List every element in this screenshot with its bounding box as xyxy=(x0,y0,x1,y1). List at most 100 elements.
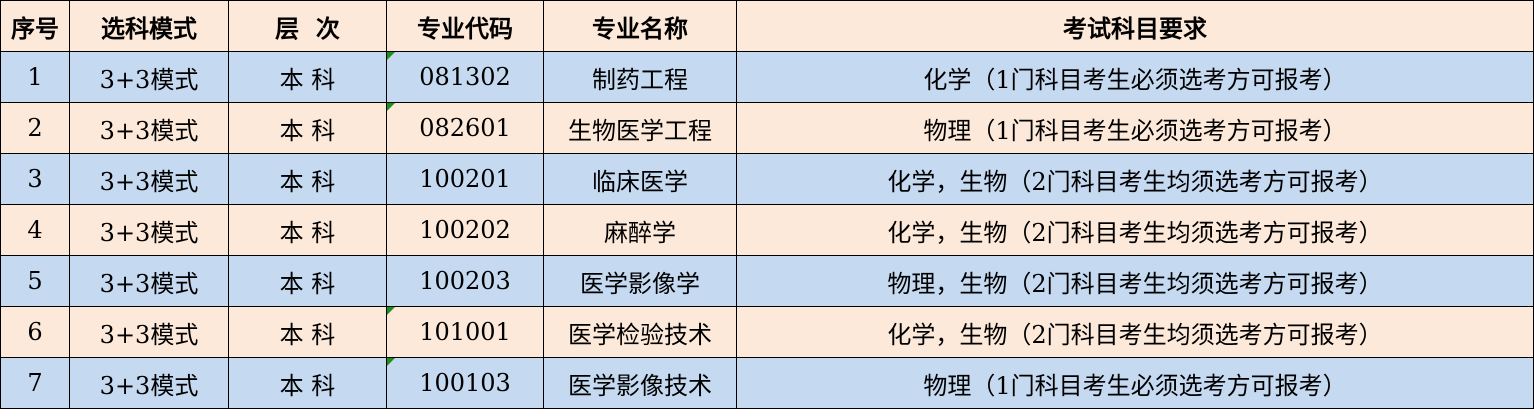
level-cell[interactable]: 本 科 xyxy=(228,306,387,358)
major-name-cell-text: 医学检验技术 xyxy=(568,320,712,349)
level-cell[interactable]: 本 科 xyxy=(228,357,387,409)
header-name[interactable]: 专业名称 xyxy=(543,0,737,52)
code-cell[interactable]: 082601 xyxy=(386,102,544,154)
row-number[interactable]: 5 xyxy=(0,255,70,307)
requirement-cell[interactable]: 物理（1门科目考生必须选考方可报考） xyxy=(736,102,1534,154)
major-name-cell[interactable]: 医学影像技术 xyxy=(543,357,737,409)
table-row: 2 3+3模式 本 科 082601 生物医学工程 物理（1门科目考生必须选考方可报考） xyxy=(0,102,1534,154)
mode-cell[interactable]: 3+3模式 xyxy=(69,204,229,256)
level-cell-text: 本 科 xyxy=(279,269,336,298)
requirement-cell-text: 物理，生物（2门科目考生均须选考方可报考） xyxy=(887,269,1383,298)
header-code[interactable]: 专业代码 xyxy=(386,0,544,52)
level-cell-text: 本 科 xyxy=(279,371,336,400)
mode-cell-text: 3+3模式 xyxy=(99,167,199,196)
level-cell[interactable]: 本 科 xyxy=(228,51,387,103)
major-name-cell-text: 医学影像技术 xyxy=(568,371,712,400)
requirement-cell[interactable]: 化学，生物（2门科目考生均须选考方可报考） xyxy=(736,204,1534,256)
level-cell[interactable]: 本 科 xyxy=(228,204,387,256)
header-level[interactable]: 层 次 xyxy=(228,0,387,52)
code-cell[interactable]: 100103 xyxy=(386,357,544,409)
header-no[interactable]: 序号 xyxy=(0,0,70,52)
code-cell-text: 101001 xyxy=(419,318,511,346)
major-name-cell[interactable]: 麻醉学 xyxy=(543,204,737,256)
requirement-cell-text: 化学，生物（2门科目考生均须选考方可报考） xyxy=(887,320,1383,349)
row-number-text: 2 xyxy=(27,114,43,142)
requirement-cell[interactable]: 物理，生物（2门科目考生均须选考方可报考） xyxy=(736,255,1534,307)
number-as-text-indicator-icon xyxy=(387,52,395,60)
requirement-cell-text: 化学（1门科目考生必须选考方可报考） xyxy=(923,65,1347,94)
row-number-text: 4 xyxy=(27,216,43,244)
major-name-cell[interactable]: 医学检验技术 xyxy=(543,306,737,358)
row-number[interactable]: 2 xyxy=(0,102,70,154)
header-requirement[interactable]: 考试科目要求 xyxy=(736,0,1534,52)
row-number-text: 6 xyxy=(27,318,43,346)
major-name-cell[interactable]: 生物医学工程 xyxy=(543,102,737,154)
row-number-text: 7 xyxy=(27,369,43,397)
mode-cell-text: 3+3模式 xyxy=(99,320,199,349)
requirement-cell[interactable]: 化学（1门科目考生必须选考方可报考） xyxy=(736,51,1534,103)
code-cell[interactable]: 081302 xyxy=(386,51,544,103)
table-row: 6 3+3模式 本 科 101001 医学检验技术 化学，生物（2门科目考生均须选考方可报… xyxy=(0,306,1534,358)
level-cell-text: 本 科 xyxy=(279,320,336,349)
mode-cell-text: 3+3模式 xyxy=(99,218,199,247)
row-number[interactable]: 3 xyxy=(0,153,70,205)
mode-cell-text: 3+3模式 xyxy=(99,269,199,298)
number-as-text-indicator-icon xyxy=(387,358,395,366)
row-number-text: 5 xyxy=(27,267,43,295)
major-name-cell[interactable]: 制药工程 xyxy=(543,51,737,103)
requirement-cell-text: 化学，生物（2门科目考生均须选考方可报考） xyxy=(887,218,1383,247)
mode-cell[interactable]: 3+3模式 xyxy=(69,102,229,154)
requirement-cell[interactable]: 物理（1门科目考生必须选考方可报考） xyxy=(736,357,1534,409)
mode-cell[interactable]: 3+3模式 xyxy=(69,255,229,307)
table-row: 1 3+3模式 本 科 081302 制药工程 化学（1门科目考生必须选考方可报考） xyxy=(0,51,1534,103)
header-mode[interactable]: 选科模式 xyxy=(69,0,229,52)
mode-cell-text: 3+3模式 xyxy=(99,371,199,400)
requirement-cell[interactable]: 化学，生物（2门科目考生均须选考方可报考） xyxy=(736,306,1534,358)
code-cell-text: 100201 xyxy=(419,165,511,193)
requirement-cell[interactable]: 化学，生物（2门科目考生均须选考方可报考） xyxy=(736,153,1534,205)
level-cell-text: 本 科 xyxy=(279,218,336,247)
mode-cell[interactable]: 3+3模式 xyxy=(69,306,229,358)
table-row: 7 3+3模式 本 科 100103 医学影像技术 物理（1门科目考生必须选考方可报考） xyxy=(0,357,1534,409)
row-number[interactable]: 7 xyxy=(0,357,70,409)
code-cell-text: 100203 xyxy=(419,267,511,295)
mode-cell[interactable]: 3+3模式 xyxy=(69,153,229,205)
code-cell-text: 100202 xyxy=(419,216,511,244)
level-cell[interactable]: 本 科 xyxy=(228,153,387,205)
row-number[interactable]: 1 xyxy=(0,51,70,103)
mode-cell-text: 3+3模式 xyxy=(99,116,199,145)
row-number-text: 1 xyxy=(27,63,43,91)
major-name-cell-text: 医学影像学 xyxy=(580,269,700,298)
table-row: 3 3+3模式 本 科 100201 临床医学 化学，生物（2门科目考生均须选考方可报考） xyxy=(0,153,1534,205)
code-cell[interactable]: 100202 xyxy=(386,204,544,256)
code-cell-text: 100103 xyxy=(419,369,511,397)
requirement-cell-text: 物理（1门科目考生必须选考方可报考） xyxy=(923,371,1347,400)
major-name-cell[interactable]: 临床医学 xyxy=(543,153,737,205)
number-as-text-indicator-icon xyxy=(387,103,395,111)
mode-cell-text: 3+3模式 xyxy=(99,65,199,94)
number-as-text-indicator-icon xyxy=(387,307,395,315)
code-cell[interactable]: 100203 xyxy=(386,255,544,307)
level-cell[interactable]: 本 科 xyxy=(228,255,387,307)
level-cell-text: 本 科 xyxy=(279,65,336,94)
level-cell-text: 本 科 xyxy=(279,167,336,196)
major-name-cell-text: 生物医学工程 xyxy=(568,116,712,145)
level-cell[interactable]: 本 科 xyxy=(228,102,387,154)
major-name-cell-text: 临床医学 xyxy=(592,167,688,196)
code-cell[interactable]: 101001 xyxy=(386,306,544,358)
level-cell-text: 本 科 xyxy=(279,116,336,145)
row-number[interactable]: 6 xyxy=(0,306,70,358)
table-row: 4 3+3模式 本 科 100202 麻醉学 化学，生物（2门科目考生均须选考方可报考） xyxy=(0,204,1534,256)
mode-cell[interactable]: 3+3模式 xyxy=(69,51,229,103)
row-number[interactable]: 4 xyxy=(0,204,70,256)
major-name-cell[interactable]: 医学影像学 xyxy=(543,255,737,307)
code-cell[interactable]: 100201 xyxy=(386,153,544,205)
header-row: 序号 选科模式 层 次 专业代码 专业名称 考试科目要求 xyxy=(0,0,1534,52)
code-cell-text: 081302 xyxy=(419,63,511,91)
requirement-cell-text: 化学，生物（2门科目考生均须选考方可报考） xyxy=(887,167,1383,196)
major-name-cell-text: 麻醉学 xyxy=(604,218,676,247)
mode-cell[interactable]: 3+3模式 xyxy=(69,357,229,409)
code-cell-text: 082601 xyxy=(419,114,511,142)
row-number-text: 3 xyxy=(27,165,43,193)
